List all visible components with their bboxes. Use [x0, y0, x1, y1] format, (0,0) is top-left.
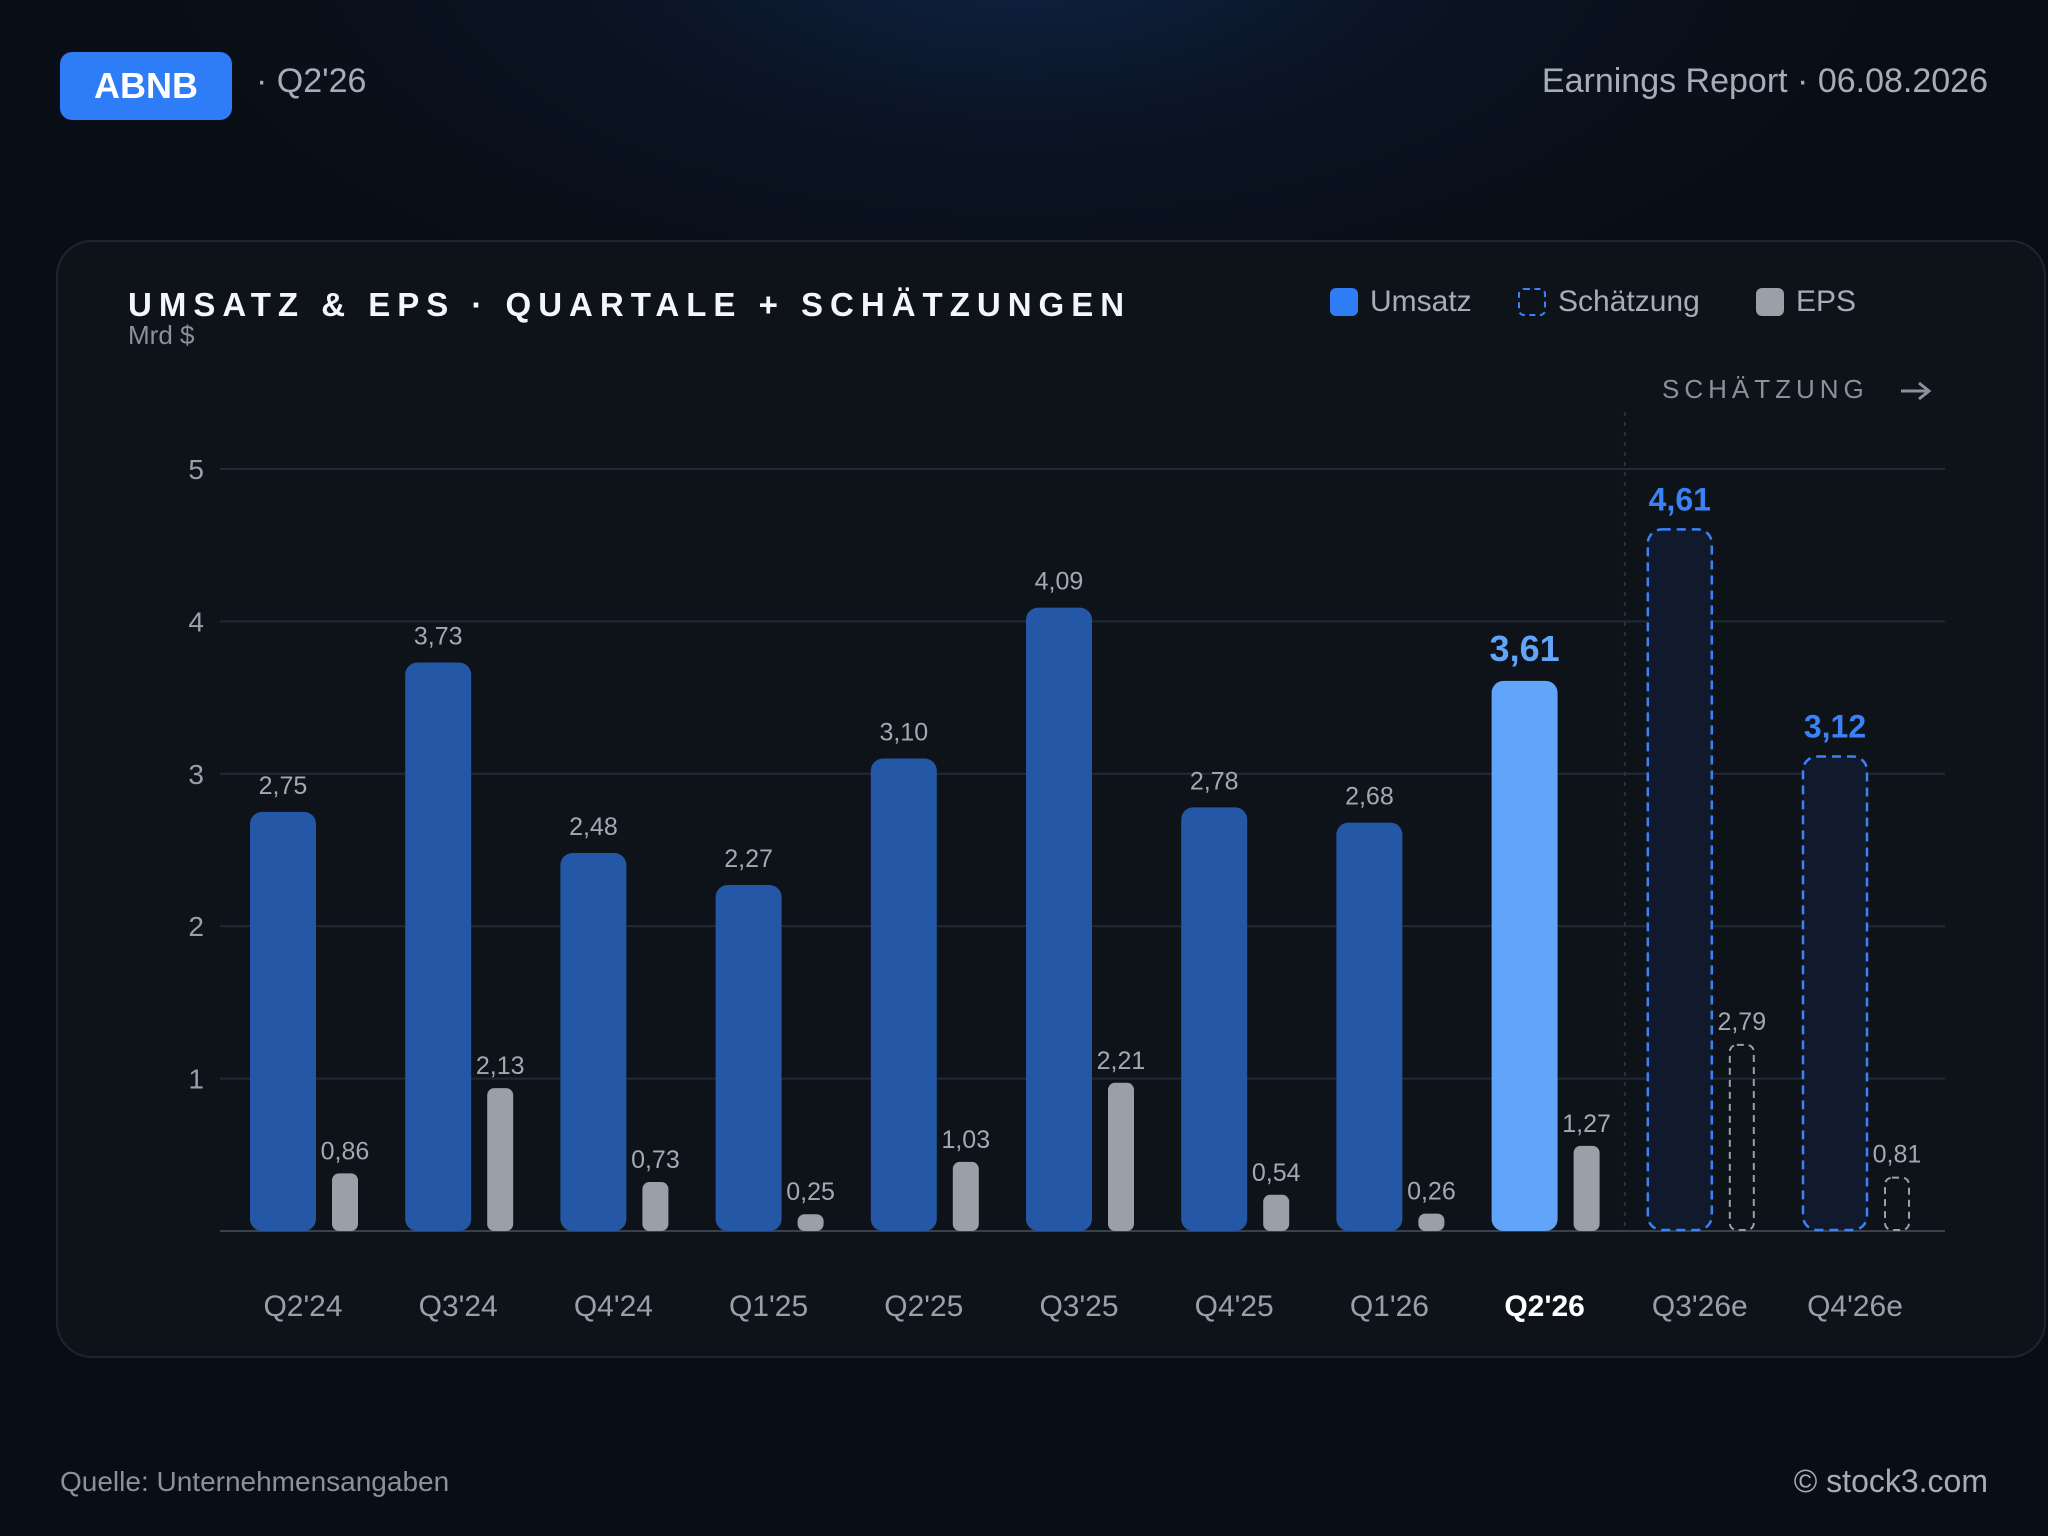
y-unit-label: Mrd $ — [128, 320, 195, 350]
eps-value-label: 2,13 — [476, 1052, 525, 1080]
eps-value-label: 0,26 — [1407, 1178, 1456, 1206]
revenue-value-label: 2,27 — [724, 845, 773, 873]
eps-bar — [952, 1161, 979, 1231]
revenue-value-label: 3,73 — [414, 623, 463, 651]
source-note: Quelle: Unternehmensangaben — [60, 1466, 450, 1497]
eps-bar — [332, 1173, 358, 1231]
ticker-badge: ABNB — [60, 52, 232, 120]
x-tick-label: Q2'25 — [884, 1290, 963, 1323]
x-tick-label: Q2'26 — [1504, 1290, 1585, 1323]
legend-item-revenue: Umsatz — [1330, 285, 1472, 318]
x-tick-label: Q3'24 — [419, 1290, 498, 1323]
eps-bar-estimate — [1728, 1043, 1755, 1232]
x-tick-label: Q3'25 — [1039, 1290, 1118, 1323]
y-tick-label: 3 — [188, 759, 204, 790]
revenue-bar-estimate — [1801, 755, 1869, 1232]
eps-bar — [1108, 1082, 1134, 1231]
eps-value-label: 2,21 — [1097, 1047, 1146, 1075]
revenue-value-label: 4,61 — [1649, 481, 1711, 517]
eps-value-label: 0,86 — [321, 1137, 370, 1165]
x-tick-label: Q1'25 — [729, 1290, 808, 1323]
eps-value-label: 1,03 — [941, 1126, 990, 1154]
x-tick-label: Q1'26 — [1350, 1290, 1429, 1323]
revenue-value-label: 4,09 — [1035, 568, 1084, 596]
legend-item-eps: EPS — [1756, 285, 1857, 318]
legend-label-revenue: Umsatz — [1370, 285, 1472, 318]
revenue-value-label: 3,61 — [1490, 628, 1560, 669]
report-date: Earnings Report · 06.08.2026 — [1541, 62, 1988, 100]
eps-bar — [1263, 1194, 1290, 1231]
eps-value-label: 2,79 — [1717, 1008, 1766, 1036]
eps-bar — [797, 1214, 824, 1231]
eps-bar — [1418, 1213, 1445, 1231]
revenue-value-label: 2,78 — [1190, 767, 1239, 795]
eps-bar-estimate — [1884, 1176, 1910, 1232]
period-label: · Q2'26 — [256, 62, 367, 100]
x-tick-label: Q4'26e — [1807, 1290, 1903, 1323]
eps-bar — [487, 1088, 514, 1231]
y-tick-label: 1 — [188, 1064, 204, 1095]
revenue-bar — [1181, 807, 1248, 1231]
y-tick-label: 5 — [188, 454, 204, 485]
estimate-marker: SCHÄTZUNG — [1662, 374, 1933, 405]
revenue-bar-current — [1491, 680, 1558, 1231]
y-tick-label: 2 — [188, 911, 204, 942]
revenue-bar — [560, 853, 627, 1231]
revenue-bar — [1336, 822, 1403, 1231]
revenue-value-label: 3,12 — [1804, 709, 1866, 745]
revenue-bar — [715, 885, 782, 1231]
arrow-right-icon — [1901, 381, 1932, 401]
chart-title: UMSATZ & EPS · QUARTALE + SCHÄTZUNGEN — [128, 286, 1132, 323]
eps-bar — [642, 1182, 669, 1231]
eps-bar — [1573, 1145, 1600, 1231]
revenue-value-label: 2,75 — [259, 772, 308, 800]
legend-label-eps: EPS — [1796, 285, 1857, 318]
revenue-value-label: 3,10 — [879, 719, 928, 747]
revenue-bar-estimate — [1646, 528, 1714, 1232]
x-tick-label: Q4'24 — [574, 1290, 653, 1323]
revenue-bar — [405, 662, 472, 1231]
eps-value-label: 0,54 — [1252, 1159, 1301, 1187]
eps-value-label: 0,73 — [631, 1146, 680, 1174]
eps-value-label: 0,25 — [786, 1178, 835, 1206]
revenue-value-label: 2,48 — [569, 813, 618, 841]
legend-swatch-revenue — [1330, 288, 1358, 316]
legend-swatch-estimate — [1518, 288, 1546, 316]
legend-label-estimate: Schätzung — [1558, 285, 1700, 318]
revenue-bar — [250, 811, 316, 1231]
eps-value-label: 0,81 — [1873, 1141, 1922, 1169]
copyright: © stock3.com — [1793, 1463, 1988, 1499]
legend-item-estimate: Schätzung — [1518, 285, 1700, 318]
eps-value-label: 1,27 — [1562, 1110, 1611, 1138]
revenue-bar — [870, 758, 937, 1231]
x-tick-label: Q2'24 — [263, 1290, 342, 1323]
revenue-value-label: 2,68 — [1345, 783, 1394, 811]
x-tick-label: Q4'25 — [1195, 1290, 1274, 1323]
y-tick-label: 4 — [188, 606, 204, 637]
estimate-marker-label: SCHÄTZUNG — [1662, 374, 1869, 404]
x-tick-label: Q3'26e — [1652, 1290, 1748, 1323]
legend-swatch-eps — [1756, 288, 1784, 316]
revenue-bar — [1026, 607, 1092, 1231]
